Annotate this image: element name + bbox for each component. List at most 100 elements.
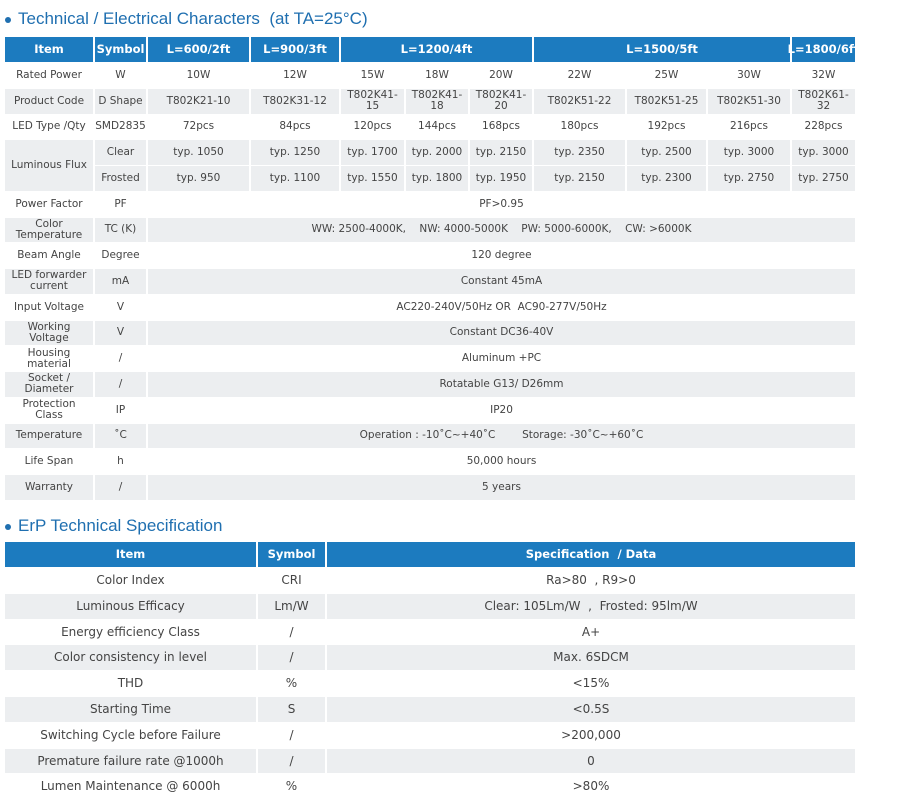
- table-cell: Switching Cycle before Failure: [40, 727, 221, 742]
- table-cell: Frosted: [95, 166, 146, 191]
- table-cell: 12W: [283, 68, 307, 81]
- table-cell: typ. 2000: [406, 140, 468, 165]
- table-cell: typ. 950: [148, 166, 249, 191]
- table-cell: CRI: [281, 573, 302, 588]
- table-cell: typ. 2750: [792, 166, 855, 191]
- header-cell: L=900/3ft: [251, 37, 339, 62]
- table-cell: IP: [115, 403, 126, 416]
- table-cell: Beam Angle: [17, 249, 81, 262]
- table-cell: typ. 2350: [534, 140, 625, 165]
- table-cell: Luminous Efficacy: [5, 593, 256, 619]
- header-cell: Symbol: [95, 37, 146, 62]
- table-cell: /: [118, 352, 123, 365]
- table-cell: /: [95, 372, 146, 397]
- header-cell: L=1800/6ft: [788, 37, 859, 62]
- section-title: ErP Technical Specification: [18, 516, 223, 535]
- table-cell: 20W: [489, 68, 513, 81]
- table-cell: /: [289, 727, 294, 742]
- table-cell: Lm/W: [258, 593, 325, 619]
- table-cell: typ. 1550: [341, 166, 404, 191]
- table-cell: Socket / Diameter: [5, 372, 93, 397]
- table-cell: Color Temperature: [5, 217, 93, 243]
- table-cell: Degree: [101, 249, 140, 262]
- table-cell: Premature failure rate @1000h: [5, 748, 256, 774]
- table-cell: Input Voltage: [14, 300, 84, 313]
- table-cell: 144pcs: [418, 120, 456, 133]
- table-cell: V: [116, 300, 125, 313]
- table-cell: typ. 1100: [251, 166, 339, 191]
- table-cell: Protection Class: [22, 398, 79, 422]
- table-cell: typ. 3000: [708, 140, 790, 165]
- table-cell: Ra>80 , R9>0: [546, 573, 636, 588]
- table-cell: /: [289, 624, 294, 639]
- table-cell: 32W: [811, 68, 836, 81]
- table-cell: T802K61-32: [792, 88, 855, 114]
- table-cell: <15%: [572, 676, 610, 691]
- header-cell: Item: [5, 37, 93, 62]
- table-cell: 120 degree: [471, 249, 532, 262]
- table-cell: IP20: [490, 403, 513, 416]
- table-cell: Life Span: [24, 455, 74, 468]
- table-cell: T802K51-25: [627, 88, 706, 114]
- table-cell: Product Code: [5, 88, 93, 114]
- table-cell: LED Type /Qty: [12, 120, 86, 133]
- table-cell: typ. 2750: [708, 166, 790, 191]
- table-cell: 72pcs: [182, 120, 215, 133]
- table-cell: Clear: 105Lm/W , Frosted: 95lm/W: [327, 593, 855, 619]
- table-cell: typ. 1800: [406, 166, 468, 191]
- table-cell: 168pcs: [482, 120, 520, 133]
- header-cell: Item: [5, 542, 256, 567]
- table-cell: Constant 45mA: [148, 269, 855, 294]
- table-cell: Max. 6SDCM: [327, 645, 855, 671]
- table-cell: 216pcs: [730, 120, 768, 133]
- table-cell: V: [95, 320, 146, 346]
- table-cell: Luminous Flux: [5, 140, 93, 191]
- table-cell: Color Index: [96, 573, 165, 588]
- table-cell: A+: [581, 624, 601, 639]
- table-cell: >200,000: [561, 727, 621, 742]
- table-cell: Lumen Maintenance @ 6000h: [40, 779, 221, 794]
- table-cell: Constant DC36-40V: [148, 320, 855, 346]
- table-cell: /: [258, 748, 325, 774]
- table-cell: 0: [327, 748, 855, 774]
- table-cell: 192pcs: [647, 120, 686, 133]
- table-cell: 22W: [567, 68, 592, 81]
- table-cell: /: [95, 475, 146, 500]
- table-cell: T802K51-30: [708, 88, 790, 114]
- table-cell: 10W: [186, 68, 211, 81]
- header-cell: L=1200/4ft: [341, 37, 532, 62]
- table-cell: typ. 2150: [470, 140, 532, 165]
- table-cell: Power Factor: [15, 197, 83, 210]
- table-cell: 25W: [654, 68, 679, 81]
- table-cell: typ. 1700: [341, 140, 404, 165]
- table-cell: WW: 2500-4000K, NW: 4000-5000K PW: 5000-…: [148, 217, 855, 243]
- table-cell: typ. 1050: [148, 140, 249, 165]
- table-cell: /: [258, 645, 325, 671]
- table-cell: PF: [114, 197, 127, 210]
- table-cell: ˚C: [95, 423, 146, 449]
- table-cell: Clear: [95, 140, 146, 165]
- table-cell: T802K41-15: [341, 88, 404, 114]
- table-cell: 15W: [360, 68, 385, 81]
- table-cell: typ. 1250: [251, 140, 339, 165]
- table-cell: Rotatable G13/ D26mm: [148, 372, 855, 397]
- table-cell: h: [117, 455, 124, 468]
- table-cell: mA: [95, 269, 146, 294]
- table-cell: TC (K): [95, 217, 146, 243]
- header-cell: L=600/2ft: [148, 37, 249, 62]
- table-cell: 120pcs: [353, 120, 392, 133]
- table-cell: %: [285, 676, 298, 691]
- table-cell: PF>0.95: [479, 197, 524, 210]
- header-cell: Symbol: [258, 542, 325, 567]
- table-cell: AC220-240V/50Hz OR AC90-277V/50Hz: [396, 300, 607, 313]
- bullet: [5, 17, 11, 23]
- bullet: [5, 524, 11, 530]
- table-cell: 50,000 hours: [466, 455, 537, 468]
- table-cell: typ. 2150: [534, 166, 625, 191]
- table-cell: 180pcs: [560, 120, 599, 133]
- table-cell: T802K21-10: [148, 88, 249, 114]
- table-cell: %: [285, 779, 298, 794]
- table-cell: T802K31-12: [251, 88, 339, 114]
- table-cell: Rated Power: [16, 68, 82, 81]
- table-cell: <0.5S: [327, 697, 855, 722]
